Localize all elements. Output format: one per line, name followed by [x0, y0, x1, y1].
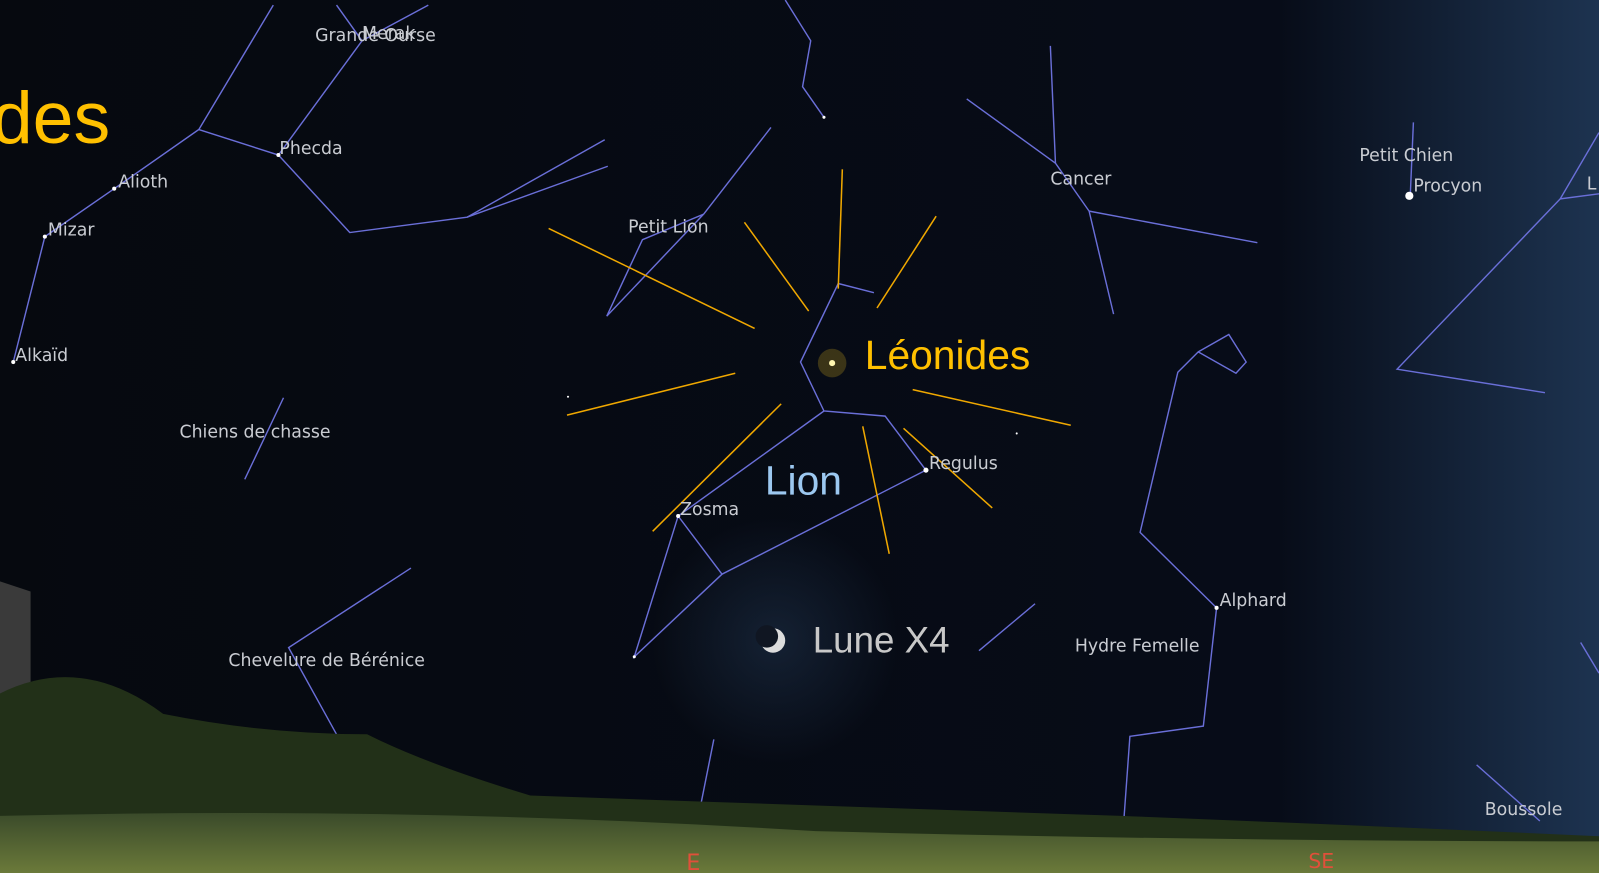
- radiant-star: [818, 349, 847, 378]
- constellation-label: Chevelure de Bérénice: [228, 651, 424, 671]
- constellation-label: Hydre Femelle: [1075, 637, 1200, 657]
- radiant-label: Léonides: [865, 332, 1031, 378]
- constellation-highlight: Lion: [765, 458, 842, 504]
- sky-view: des Léonides Lion Lune X4 Grande Ourse P…: [0, 0, 1599, 873]
- star-label: Regulus: [929, 454, 998, 474]
- star-label: Merak: [362, 24, 415, 44]
- star-label: Phecda: [279, 139, 342, 159]
- star-label: Procyon: [1413, 177, 1482, 197]
- constellation-label: Chiens de chasse: [179, 423, 330, 443]
- title-fragment: des: [0, 77, 110, 159]
- compass-label: SE: [1308, 849, 1334, 873]
- constellation-label: L: [1587, 175, 1597, 195]
- star-label: Zosma: [680, 500, 739, 520]
- compass-label: E: [686, 850, 700, 873]
- moon-shadow: [756, 625, 778, 647]
- moon-label: Lune X4: [813, 620, 950, 661]
- star-label: Alkaïd: [15, 346, 68, 366]
- star-label: Alphard: [1220, 591, 1287, 611]
- star-label: Mizar: [48, 221, 95, 241]
- constellation-label: Petit Chien: [1359, 146, 1453, 166]
- constellation-label: Petit Lion: [628, 218, 708, 238]
- constellation-label: Cancer: [1050, 170, 1112, 190]
- star-label: Alioth: [118, 173, 168, 193]
- constellation-label: Boussole: [1485, 800, 1563, 820]
